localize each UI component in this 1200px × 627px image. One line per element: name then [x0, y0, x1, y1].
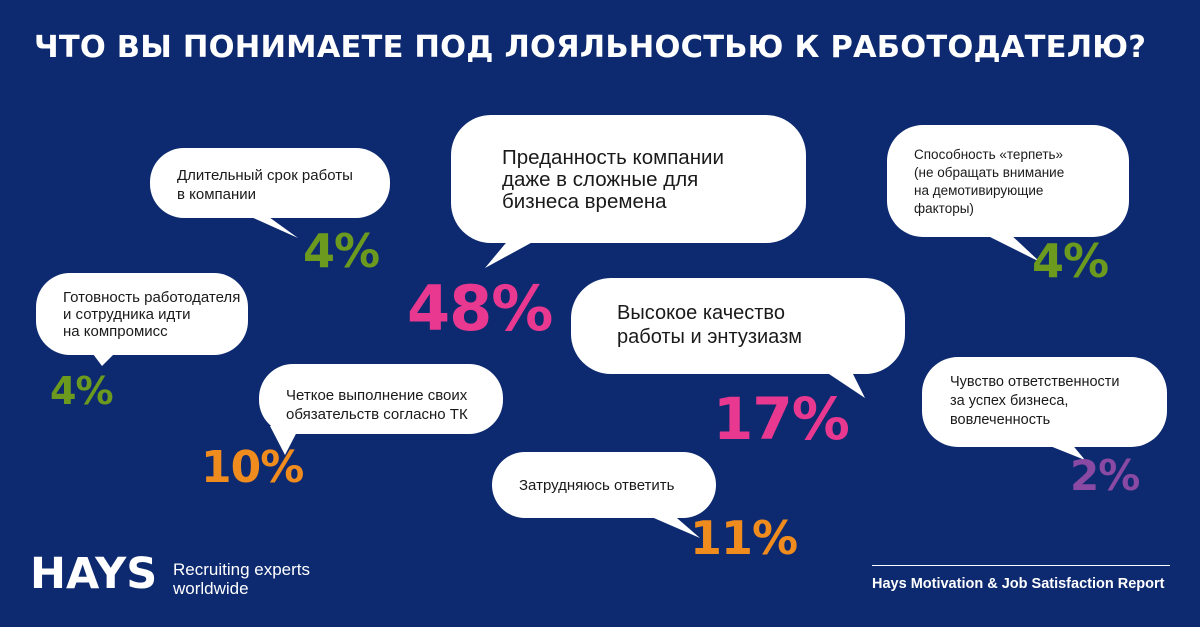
value-label: 48%: [407, 272, 553, 345]
category-label: Способность «терпеть» (не обращать внима…: [914, 147, 1065, 216]
category-label: Затрудняюсь ответить: [519, 477, 675, 494]
speech-bubble: [492, 452, 716, 538]
speech-bubble: [571, 278, 905, 398]
category-label: Преданность компании даже в сложные для …: [502, 146, 724, 213]
bubble-tail: [820, 368, 865, 398]
chart-title: ЧТО ВЫ ПОНИМАЕТЕ ПОД ЛОЯЛЬНОСТЬЮ К РАБОТ…: [34, 30, 1147, 65]
category-label: Чувство ответственности за успех бизнеса…: [950, 374, 1120, 428]
category-label: Четкое выполнение своих обязательств сог…: [286, 387, 468, 423]
value-label: 4%: [50, 369, 114, 413]
bubble-tail: [240, 212, 298, 238]
bubble-tail: [485, 238, 540, 268]
bubble-tail: [1040, 442, 1085, 460]
category-label: Готовность работодателя и сотрудника идт…: [63, 289, 241, 340]
report-title: Hays Motivation & Job Satisfaction Repor…: [872, 576, 1165, 592]
bubble-tail: [270, 426, 300, 455]
value-label: 4%: [1032, 234, 1109, 288]
hays-logo: HAYS: [30, 549, 158, 599]
category-label: Высокое качество работы и энтузиазм: [617, 302, 802, 348]
speech-bubble: [259, 364, 503, 455]
bubble-body: [451, 115, 806, 243]
logo-tagline: Recruiting experts worldwide: [173, 560, 311, 598]
value-label: 10%: [201, 442, 304, 493]
speech-bubble: [451, 115, 806, 268]
speech-bubble: [150, 148, 390, 238]
bubble-tail: [90, 350, 118, 366]
bubble-body: [922, 357, 1167, 447]
speech-bubble: [36, 273, 248, 366]
report-divider: [872, 565, 1170, 566]
bubble-body: [36, 273, 248, 355]
bubble-tail: [640, 512, 700, 538]
value-label: 11%: [690, 511, 798, 565]
bubble-body: [887, 125, 1129, 237]
speech-bubble: [887, 125, 1129, 262]
category-label: Длительный срок работы в компании: [177, 167, 353, 203]
value-label: 17%: [713, 385, 850, 453]
bubble-tail: [980, 232, 1040, 262]
bubble-body: [571, 278, 905, 374]
value-label: 2%: [1070, 451, 1140, 500]
speech-bubble: [922, 357, 1167, 460]
bubble-body: [492, 452, 716, 518]
bubble-body: [150, 148, 390, 218]
bubble-body: [259, 364, 503, 434]
value-label: 4%: [303, 224, 380, 278]
